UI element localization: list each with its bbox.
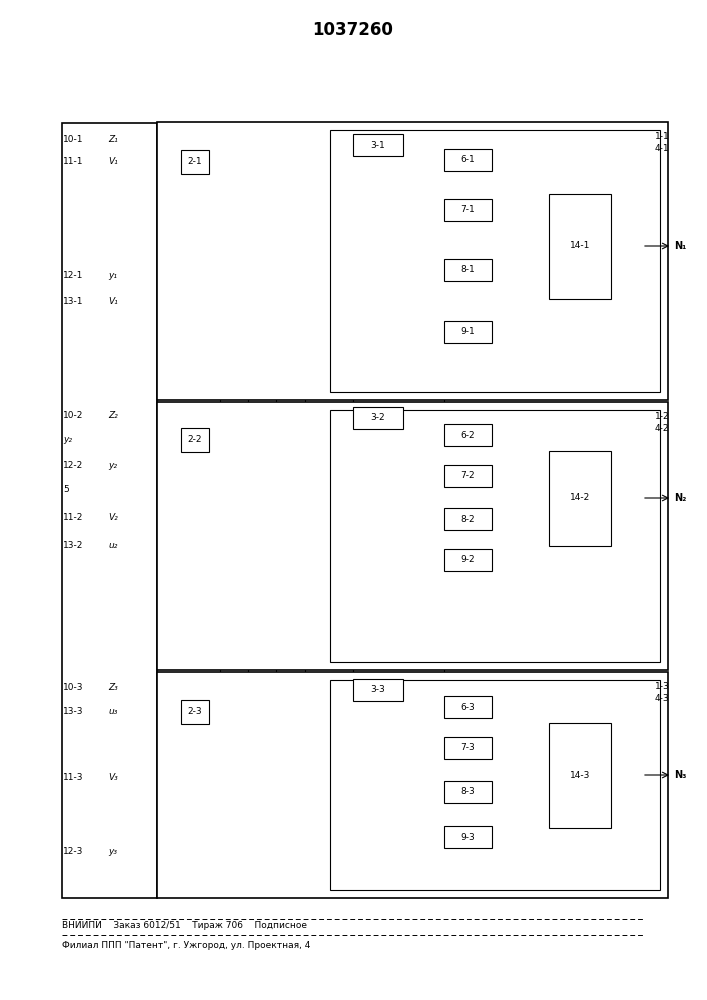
Bar xyxy=(181,428,209,452)
Bar xyxy=(444,549,492,571)
Text: 14-2: 14-2 xyxy=(570,493,590,502)
Bar xyxy=(444,424,492,446)
Text: 1037260: 1037260 xyxy=(312,21,393,39)
Bar xyxy=(444,781,492,803)
Text: 13-1: 13-1 xyxy=(63,298,83,306)
Text: N₃: N₃ xyxy=(674,770,686,780)
Text: Z₂: Z₂ xyxy=(108,410,118,420)
Text: 10-1: 10-1 xyxy=(63,135,83,144)
Bar xyxy=(157,672,668,898)
Bar xyxy=(157,122,668,400)
Text: 6-3: 6-3 xyxy=(461,702,475,712)
Text: 4-2: 4-2 xyxy=(655,424,670,433)
Text: 1-1: 1-1 xyxy=(655,132,670,141)
Bar xyxy=(444,826,492,848)
Text: 9-2: 9-2 xyxy=(461,556,475,564)
Text: 4-1: 4-1 xyxy=(655,144,670,153)
Bar xyxy=(549,722,611,828)
Text: V₁: V₁ xyxy=(108,157,118,166)
Text: 2-2: 2-2 xyxy=(188,436,202,444)
Text: N₁: N₁ xyxy=(674,241,686,251)
Text: 4-3: 4-3 xyxy=(655,694,670,703)
Text: 8-1: 8-1 xyxy=(461,265,475,274)
Bar xyxy=(62,123,157,898)
Text: 5: 5 xyxy=(63,486,69,494)
Bar xyxy=(353,407,403,429)
Bar xyxy=(444,465,492,487)
Text: V₁: V₁ xyxy=(108,298,118,306)
Text: 10-2: 10-2 xyxy=(63,410,83,420)
Text: 11-2: 11-2 xyxy=(63,514,83,522)
Text: 3-3: 3-3 xyxy=(370,686,385,694)
Bar xyxy=(330,130,660,392)
Text: u₂: u₂ xyxy=(108,540,117,550)
Text: 12-3: 12-3 xyxy=(63,848,83,856)
Text: V₂: V₂ xyxy=(108,514,118,522)
Text: Филиал ППП "Патент", г. Ужгород, ул. Проектная, 4: Филиал ППП "Патент", г. Ужгород, ул. Про… xyxy=(62,940,310,950)
Text: 8-3: 8-3 xyxy=(461,788,475,796)
Text: 9-3: 9-3 xyxy=(461,832,475,842)
Text: 6-1: 6-1 xyxy=(461,155,475,164)
Text: 9-1: 9-1 xyxy=(461,328,475,336)
Text: 1-2: 1-2 xyxy=(655,412,670,421)
Bar xyxy=(444,149,492,171)
Text: 7-2: 7-2 xyxy=(461,472,475,481)
Text: 13-3: 13-3 xyxy=(63,708,83,716)
Bar xyxy=(181,700,209,724)
Text: 14-1: 14-1 xyxy=(570,241,590,250)
Text: 14-3: 14-3 xyxy=(570,770,590,780)
Text: 2-1: 2-1 xyxy=(187,157,202,166)
Text: 11-3: 11-3 xyxy=(63,774,83,782)
Text: u₃: u₃ xyxy=(108,708,117,716)
Bar xyxy=(549,450,611,546)
Bar xyxy=(444,737,492,759)
Text: 6-2: 6-2 xyxy=(461,430,475,440)
Text: 3-1: 3-1 xyxy=(370,140,385,149)
Bar xyxy=(444,508,492,530)
Bar xyxy=(549,194,611,298)
Bar xyxy=(353,679,403,701)
Bar xyxy=(181,150,209,174)
Bar xyxy=(444,696,492,718)
Text: 7-1: 7-1 xyxy=(461,206,475,215)
Text: Z₁: Z₁ xyxy=(108,135,118,144)
Text: 3-2: 3-2 xyxy=(370,414,385,422)
Text: 1-3: 1-3 xyxy=(655,682,670,691)
Bar xyxy=(330,680,660,890)
Text: y₃: y₃ xyxy=(108,848,117,856)
Text: Z₃: Z₃ xyxy=(108,684,118,692)
Text: 13-2: 13-2 xyxy=(63,540,83,550)
Bar xyxy=(353,134,403,156)
Text: 8-2: 8-2 xyxy=(461,514,475,524)
Text: 7-3: 7-3 xyxy=(461,744,475,752)
Text: y₂: y₂ xyxy=(108,460,117,470)
Text: y₁: y₁ xyxy=(108,271,117,280)
Text: ВНИИПИ    Заказ 6012/51    Тираж 706    Подписное: ВНИИПИ Заказ 6012/51 Тираж 706 Подписное xyxy=(62,920,307,930)
Text: N₂: N₂ xyxy=(674,493,686,503)
Text: 2-3: 2-3 xyxy=(187,708,202,716)
Text: V₃: V₃ xyxy=(108,774,118,782)
Text: 10-3: 10-3 xyxy=(63,684,83,692)
Bar xyxy=(444,321,492,343)
Text: 11-1: 11-1 xyxy=(63,157,83,166)
Bar xyxy=(444,259,492,281)
Text: 12-1: 12-1 xyxy=(63,271,83,280)
Bar xyxy=(157,402,668,670)
Text: y₂: y₂ xyxy=(63,436,72,444)
Text: 12-2: 12-2 xyxy=(63,460,83,470)
Bar xyxy=(330,410,660,662)
Bar xyxy=(444,199,492,221)
